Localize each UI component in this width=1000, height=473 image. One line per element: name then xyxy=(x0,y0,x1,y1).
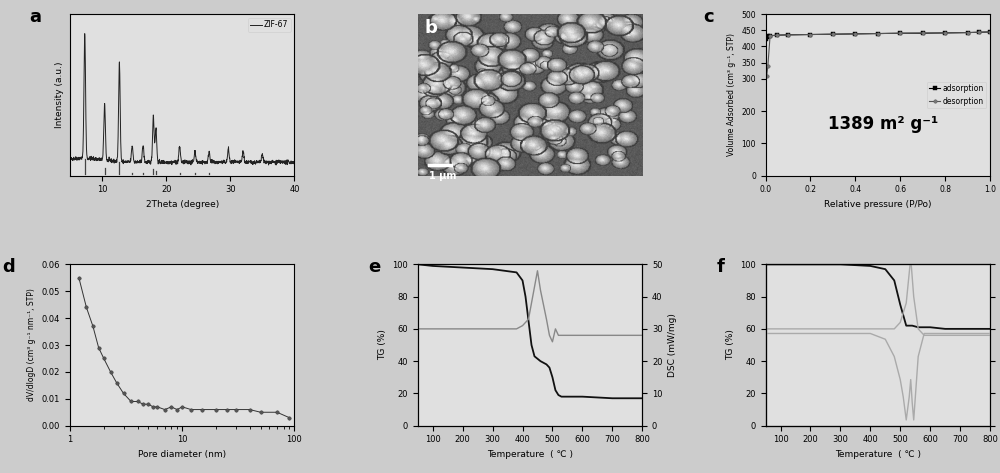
ZIF-67 xyxy=(187,159,199,165)
adsorption xyxy=(771,32,783,38)
adsorption xyxy=(872,31,884,36)
Text: c: c xyxy=(703,8,713,26)
adsorption xyxy=(760,36,772,42)
desorption xyxy=(771,32,783,38)
Text: 1 μm: 1 μm xyxy=(429,171,456,181)
desorption xyxy=(764,33,776,39)
adsorption xyxy=(894,30,906,36)
desorption xyxy=(827,31,839,37)
ZIF-67 xyxy=(288,158,300,164)
Y-axis label: Intensity (a.u.): Intensity (a.u.) xyxy=(55,61,64,128)
adsorption xyxy=(827,31,839,37)
Y-axis label: dV/dlogD (cm³ g⁻¹ nm⁻¹, STP): dV/dlogD (cm³ g⁻¹ nm⁻¹, STP) xyxy=(27,289,36,402)
X-axis label: Pore diameter (nm): Pore diameter (nm) xyxy=(138,450,226,459)
Text: a: a xyxy=(30,8,42,26)
desorption xyxy=(849,31,861,37)
adsorption xyxy=(782,32,794,38)
X-axis label: Temperature  ( ℃ ): Temperature ( ℃ ) xyxy=(487,450,573,459)
desorption xyxy=(894,30,906,36)
Line: desorption: desorption xyxy=(765,30,992,77)
Legend: adsorption, desorption: adsorption, desorption xyxy=(927,82,986,108)
adsorption xyxy=(849,31,861,37)
ZIF-67 xyxy=(162,159,174,165)
desorption xyxy=(804,32,816,37)
desorption xyxy=(761,73,773,79)
ZIF-67 xyxy=(270,162,282,168)
desorption xyxy=(973,29,985,35)
Text: 1389 m² g⁻¹: 1389 m² g⁻¹ xyxy=(828,115,939,133)
ZIF-67 xyxy=(64,156,76,161)
ZIF-67 xyxy=(79,31,91,36)
adsorption xyxy=(973,29,985,35)
ZIF-67 xyxy=(140,159,152,165)
Line: adsorption: adsorption xyxy=(764,30,992,41)
Text: f: f xyxy=(716,258,724,276)
adsorption xyxy=(764,33,776,39)
adsorption xyxy=(761,35,773,40)
X-axis label: Relative pressure (P/Po): Relative pressure (P/Po) xyxy=(824,200,932,209)
adsorption xyxy=(984,29,996,35)
adsorption xyxy=(939,30,951,36)
desorption xyxy=(782,32,794,38)
adsorption xyxy=(804,32,816,37)
X-axis label: 2Theta (degree): 2Theta (degree) xyxy=(146,200,219,209)
Y-axis label: TG (%): TG (%) xyxy=(378,330,387,360)
Text: e: e xyxy=(368,258,381,276)
Text: d: d xyxy=(3,258,15,276)
Line: ZIF-67: ZIF-67 xyxy=(70,34,294,165)
adsorption xyxy=(917,30,929,36)
Y-axis label: Volume Adsorbed (cm³ g⁻¹, STP): Volume Adsorbed (cm³ g⁻¹, STP) xyxy=(727,34,736,157)
desorption xyxy=(962,30,974,35)
desorption xyxy=(762,63,774,69)
Y-axis label: DSC (mW/mg): DSC (mW/mg) xyxy=(668,313,677,377)
adsorption xyxy=(962,30,974,35)
Y-axis label: TG (%): TG (%) xyxy=(726,330,735,360)
X-axis label: Temperature  ( ℃ ): Temperature ( ℃ ) xyxy=(835,450,921,459)
ZIF-67 xyxy=(102,157,114,162)
adsorption xyxy=(762,34,774,39)
desorption xyxy=(984,29,996,35)
desorption xyxy=(939,30,951,36)
Legend: ZIF-67: ZIF-67 xyxy=(248,18,291,32)
Text: b: b xyxy=(425,19,437,37)
ZIF-67 xyxy=(182,158,194,164)
desorption xyxy=(872,31,884,36)
ZIF-67 xyxy=(94,158,106,163)
desorption xyxy=(917,30,929,36)
